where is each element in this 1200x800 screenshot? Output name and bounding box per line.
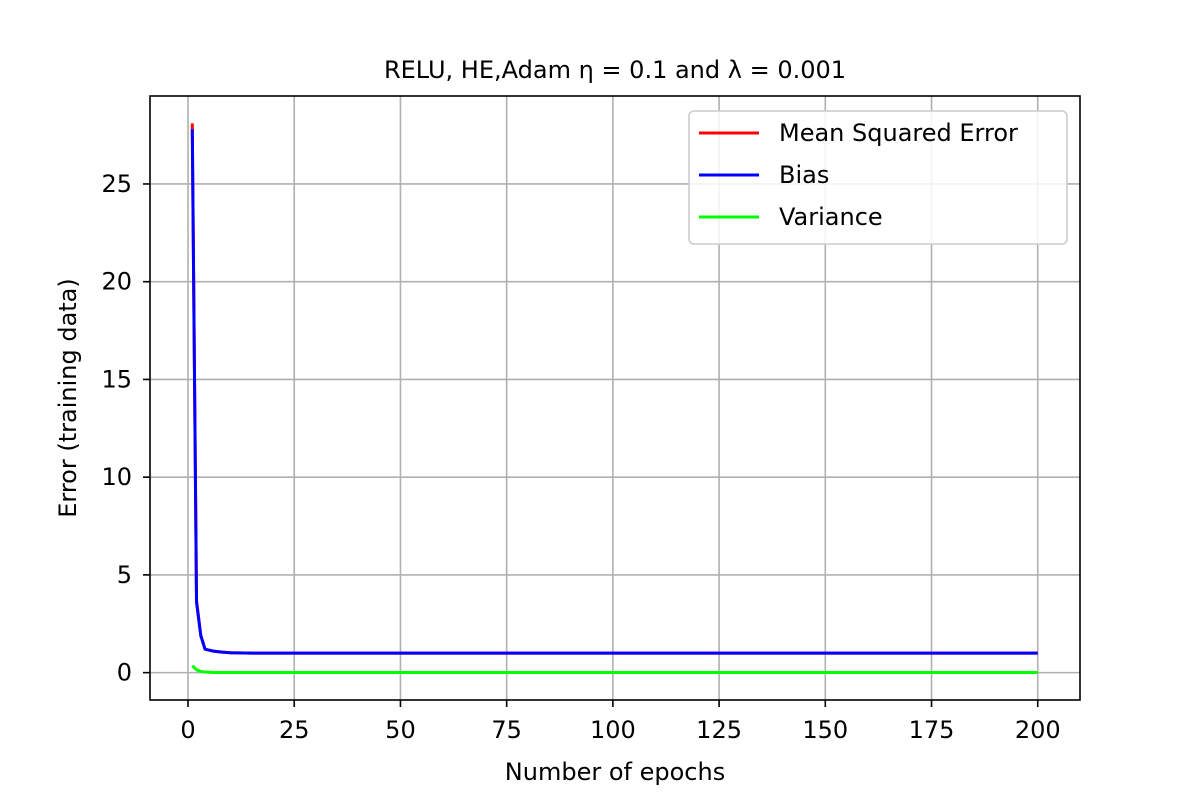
legend-label: Variance: [779, 203, 883, 231]
chart-title: RELU, HE,Adam η = 0.1 and λ = 0.001: [384, 56, 846, 84]
x-axis-label: Number of epochs: [505, 758, 725, 786]
x-tick-label: 25: [279, 716, 310, 744]
axes: 0 25 50 75 100 125 150 175 200 0 5 10 15 20 25: [101, 95, 1081, 744]
x-tick-label: 100: [590, 716, 636, 744]
x-tick-label: 50: [385, 716, 416, 744]
x-tick-label: 125: [696, 716, 742, 744]
y-tick-label: 10: [101, 463, 132, 491]
x-tick-label: 150: [802, 716, 848, 744]
series-line-bias: [190, 129, 1038, 655]
x-tick-label: 200: [1015, 716, 1061, 744]
y-tick-label: 15: [101, 365, 132, 393]
series-lines: [190, 123, 1038, 674]
legend-label: Mean Squared Error: [779, 119, 1018, 147]
y-tick-label: 0: [117, 659, 132, 687]
legend-box: [688, 110, 1068, 245]
x-tick-label: 75: [491, 716, 522, 744]
legend-label: Bias: [779, 161, 829, 189]
y-tick-label: 20: [101, 268, 132, 296]
x-tick-label: 0: [180, 716, 195, 744]
y-tick-label: 25: [101, 170, 132, 198]
y-axis-label: Error (training data): [54, 278, 82, 518]
series-line-variance: [191, 664, 1038, 674]
plot-frame: [149, 95, 1081, 701]
y-tick-label: 5: [117, 561, 132, 589]
legend: Mean Squared Error Bias Variance: [688, 110, 1068, 245]
x-tick-label: 175: [909, 716, 955, 744]
